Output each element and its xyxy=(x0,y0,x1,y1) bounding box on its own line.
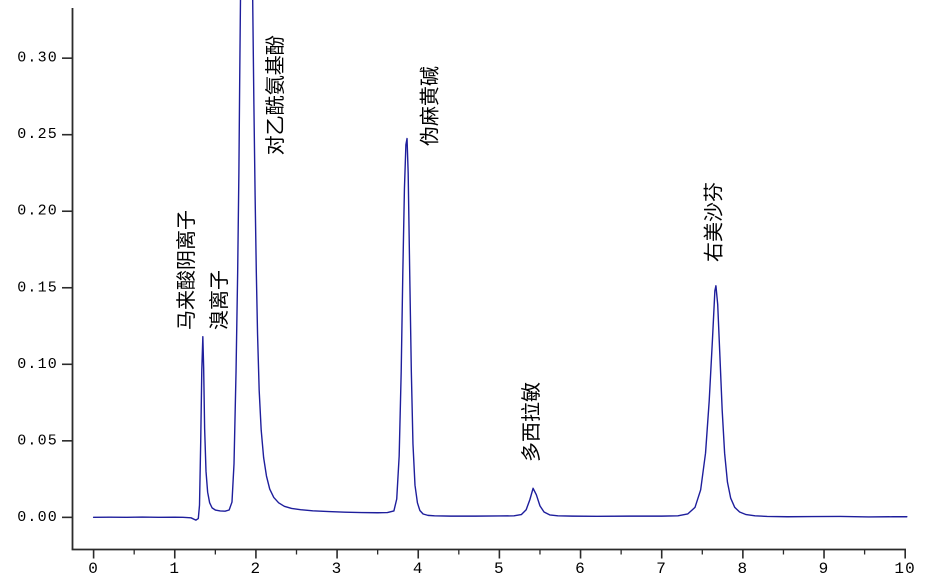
x-tick-label: 10 xyxy=(894,560,916,578)
peak-annotation-4: 伪麻黄碱 xyxy=(418,66,442,146)
peak-annotation-6: 右美沙芬 xyxy=(702,182,726,262)
peak-annotation-2: 溴离子 xyxy=(207,270,231,330)
x-tick-label: 0 xyxy=(88,560,99,578)
peak-annotation-5: 多西拉敏 xyxy=(519,382,543,462)
y-tick-label: 0.00 xyxy=(17,509,58,526)
y-tick-label: 0.15 xyxy=(17,279,58,296)
x-tick-label: 4 xyxy=(413,560,424,578)
x-tick-label: 2 xyxy=(251,560,262,578)
peak-annotation-3: 对乙酰氨基酚 xyxy=(263,35,287,155)
x-tick-label: 8 xyxy=(737,560,748,578)
y-tick-label: 0.10 xyxy=(17,356,58,373)
y-tick-label: 0.20 xyxy=(17,203,58,220)
peak-annotation-1: 马来酸阴离子 xyxy=(174,210,198,330)
y-tick-label: 0.30 xyxy=(17,50,58,67)
x-tick-label: 3 xyxy=(332,560,343,578)
x-tick-label: 9 xyxy=(819,560,830,578)
x-tick-label: 1 xyxy=(169,560,180,578)
chromatogram-trace xyxy=(92,0,908,521)
x-tick-label: 5 xyxy=(494,560,505,578)
x-tick-label: 6 xyxy=(575,560,586,578)
x-tick-label: 7 xyxy=(656,560,667,578)
y-tick-label: 0.25 xyxy=(17,126,58,143)
y-tick-label: 0.05 xyxy=(17,432,58,449)
